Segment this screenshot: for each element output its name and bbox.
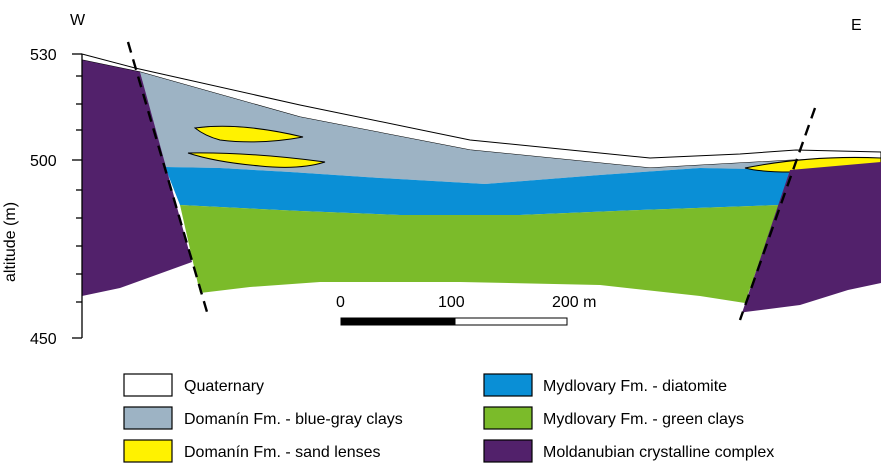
legend-label-blue-gray-clays: Domanín Fm. - blue-gray clays <box>184 411 403 428</box>
sand-lens-upper <box>193 125 304 143</box>
legend-label-quaternary: Quaternary <box>184 378 264 395</box>
legend-swatch-blue-gray-clays <box>123 406 173 430</box>
legend-swatch-crystalline <box>483 439 533 463</box>
diatomite-layer <box>165 167 790 215</box>
scale-bar-white <box>454 317 568 326</box>
scale-label-0: 0 <box>336 294 345 311</box>
legend: Quaternary Domanín Fm. - blue-gray clays… <box>123 373 774 463</box>
crystalline-east-block <box>742 162 881 313</box>
tick-label-500: 500 <box>30 153 57 170</box>
y-axis-ticks <box>72 53 82 339</box>
legend-label-crystalline: Moldanubian crystalline complex <box>543 444 774 461</box>
legend-label-green-clays: Mydlovary Fm. - green clays <box>543 411 744 428</box>
scale-bar-black <box>340 317 456 326</box>
fault-west <box>126 41 209 313</box>
legend-label-sand-lenses: Domanín Fm. - sand lenses <box>184 444 381 461</box>
legend-swatch-sand-lenses <box>123 439 173 463</box>
legend-label-diatomite: Mydlovary Fm. - diatomite <box>543 378 727 395</box>
tick-label-450: 450 <box>30 331 57 348</box>
crystalline-west-block <box>82 60 192 296</box>
tick-label-530: 530 <box>30 47 57 64</box>
fault-east <box>738 107 817 321</box>
legend-swatch-quaternary <box>123 373 173 397</box>
west-label: W <box>70 12 86 29</box>
east-label: E <box>851 17 862 34</box>
legend-swatch-green-clays <box>483 406 533 430</box>
scale-label-100: 100 <box>438 294 465 311</box>
blue-gray-clays-layer <box>140 72 881 184</box>
scale-label-200: 200 m <box>552 294 596 311</box>
green-clays-layer <box>180 205 779 303</box>
sand-lens-lower <box>187 152 326 168</box>
legend-swatch-diatomite <box>483 373 533 397</box>
y-axis-label: altitude (m) <box>2 202 19 282</box>
